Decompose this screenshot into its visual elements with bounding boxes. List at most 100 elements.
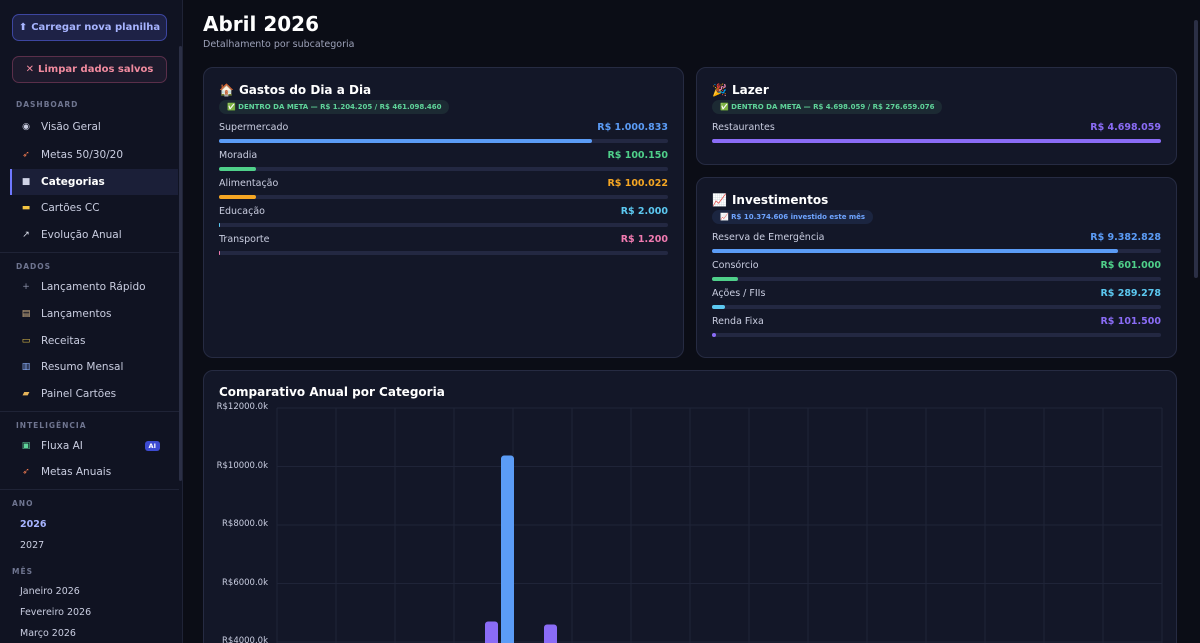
progress-track (219, 195, 668, 199)
plus-icon: + (22, 282, 30, 292)
section-mes: MÊS (12, 567, 33, 576)
sidebar-item-label: Metas Anuais (41, 466, 112, 478)
sidebar-item-evolucao-anual[interactable]: ↗ Evolução Anual (10, 222, 178, 248)
category-value: R$ 601.000 (1100, 260, 1161, 271)
card-title-text: Investimentos (731, 193, 829, 207)
sidebar-scrollbar[interactable] (179, 46, 182, 481)
sidebar-item-categorias[interactable]: ■ Categorias (10, 169, 178, 195)
section-dashboard: DASHBOARD (16, 100, 79, 109)
card-comparativo-anual: Comparativo Anual por Categoria R$12000.… (203, 370, 1177, 643)
status-badge: ✅ DENTRO DA META — R$ 1.204.205 / R$ 461… (219, 100, 450, 114)
progress-track (712, 249, 1161, 253)
category-label: Ações / FIIs (712, 288, 766, 299)
category-value: R$ 9.382.828 (1090, 232, 1161, 243)
category-value: R$ 100.022 (607, 178, 668, 189)
category-row: Educação R$ 2.000 (219, 206, 668, 227)
year-item-2027[interactable]: 2027 (20, 540, 45, 551)
sidebar-item-metas[interactable]: ➶ Metas 50/30/20 (10, 142, 178, 168)
clipboard-icon: ▤ (21, 309, 31, 319)
category-row: Moradia R$ 100.150 (219, 150, 668, 171)
progress-track (712, 139, 1161, 143)
card-title: 🏠 Gastos do Dia a Dia (219, 83, 371, 97)
chart-bar[interactable] (485, 621, 498, 643)
sidebar-item-label: Fluxa AI (41, 440, 83, 452)
category-label: Reserva de Emergência (712, 232, 825, 243)
target-icon: ➶ (22, 150, 30, 160)
sidebar-item-metas-anuais[interactable]: ➶ Metas Anuais (10, 459, 178, 485)
section-dados: DADOS (16, 262, 52, 271)
sidebar-item-lancamentos[interactable]: ▤ Lançamentos (10, 301, 178, 327)
category-value: R$ 2.000 (620, 206, 668, 217)
upload-spreadsheet-button[interactable]: ⬆ Carregar nova planilha (12, 14, 167, 41)
sidebar-item-visao-geral[interactable]: ◉ Visão Geral (10, 114, 178, 140)
card-title-text: Gastos do Dia a Dia (238, 83, 372, 97)
sidebar-item-label: Resumo Mensal (41, 361, 124, 373)
chart-up-icon: ↗ (22, 230, 30, 240)
progress-track (712, 333, 1161, 337)
y-tick-label: R$6000.0k (222, 577, 268, 588)
sidebar-item-label: Metas 50/30/20 (41, 149, 124, 161)
sidebar-item-receitas[interactable]: ▭ Receitas (10, 328, 178, 354)
progress-fill (712, 277, 739, 281)
divider (0, 489, 179, 490)
page-title: Abril 2026 (203, 12, 319, 36)
category-value: R$ 1.000.833 (597, 122, 668, 133)
month-item-fevereiro[interactable]: Fevereiro 2026 (20, 607, 92, 618)
category-value: R$ 100.150 (607, 150, 668, 161)
progress-fill (712, 333, 717, 337)
category-row: Reserva de Emergência R$ 9.382.828 (712, 232, 1161, 253)
credit-card-icon: ▬ (21, 203, 31, 213)
card-gastos-dia-a-dia: 🏠 Gastos do Dia a Dia ✅ DENTRO DA META —… (203, 67, 684, 358)
sidebar-item-resumo-mensal[interactable]: ▥ Resumo Mensal (10, 354, 178, 380)
card-investimentos: 📈 Investimentos 📈 R$ 10.374.606 investid… (696, 177, 1177, 358)
category-label: Renda Fixa (712, 316, 764, 327)
divider (0, 411, 179, 412)
square-icon: ■ (21, 177, 31, 187)
section-inteligencia: INTELIGÊNCIA (16, 421, 87, 430)
circle-icon: ◉ (22, 122, 30, 132)
category-value: R$ 289.278 (1100, 288, 1161, 299)
progress-fill (219, 223, 221, 227)
status-badge: ✅ DENTRO DA META — R$ 4.698.059 / R$ 276… (712, 100, 943, 114)
chart-bar[interactable] (544, 624, 557, 643)
sidebar-item-label: Lançamentos (41, 308, 112, 320)
year-item-2026[interactable]: 2026 (20, 519, 47, 530)
money-icon: ▭ (21, 336, 31, 346)
category-value: R$ 101.500 (1100, 316, 1161, 327)
category-row: Supermercado R$ 1.000.833 (219, 122, 668, 143)
y-tick-label: R$10000.0k (216, 460, 268, 471)
y-tick-label: R$12000.0k (216, 402, 268, 412)
sidebar-item-label: Categorias (41, 176, 105, 188)
card-title: 📈 Investimentos (712, 193, 828, 207)
clear-label: Limpar dados salvos (38, 64, 154, 75)
category-label: Restaurantes (712, 122, 775, 133)
page-subtitle: Detalhamento por subcategoria (203, 39, 355, 50)
card-lazer: 🎉 Lazer ✅ DENTRO DA META — R$ 4.698.059 … (696, 67, 1177, 165)
sidebar-item-cartoes-cc[interactable]: ▬ Cartões CC (10, 195, 178, 221)
upload-arrow-icon: ⬆ (18, 22, 28, 33)
sidebar-item-label: Visão Geral (41, 121, 101, 133)
month-item-marco[interactable]: Março 2026 (20, 628, 76, 639)
progress-fill (712, 139, 1161, 143)
investment-badge: 📈 R$ 10.374.606 investido este mês (712, 210, 874, 224)
chart-title: Comparativo Anual por Categoria (219, 385, 445, 399)
category-value: R$ 4.698.059 (1090, 122, 1161, 133)
y-tick-label: R$8000.0k (222, 519, 268, 529)
sidebar-item-lancamento-rapido[interactable]: + Lançamento Rápido (10, 274, 178, 300)
category-label: Alimentação (219, 178, 279, 189)
month-item-janeiro[interactable]: Janeiro 2026 (20, 586, 80, 597)
chart-bar[interactable] (501, 455, 514, 643)
sidebar: ⬆ Carregar nova planilha ✕ Limpar dados … (0, 0, 183, 643)
sidebar-item-label: Lançamento Rápido (41, 281, 146, 293)
category-label: Transporte (219, 234, 270, 245)
progress-track (712, 305, 1161, 309)
sidebar-item-painel-cartoes[interactable]: ▰ Painel Cartões (10, 381, 178, 407)
category-row: Alimentação R$ 100.022 (219, 178, 668, 199)
progress-track (219, 251, 668, 255)
category-label: Moradia (219, 150, 258, 161)
main-scrollbar[interactable] (1194, 20, 1198, 278)
sidebar-item-fluxa-ai[interactable]: ▣ Fluxa AI AI (10, 433, 178, 459)
clear-saved-data-button[interactable]: ✕ Limpar dados salvos (12, 56, 167, 83)
card-title-text: Lazer (731, 83, 769, 97)
chart-up-icon: 📈 (712, 193, 727, 207)
